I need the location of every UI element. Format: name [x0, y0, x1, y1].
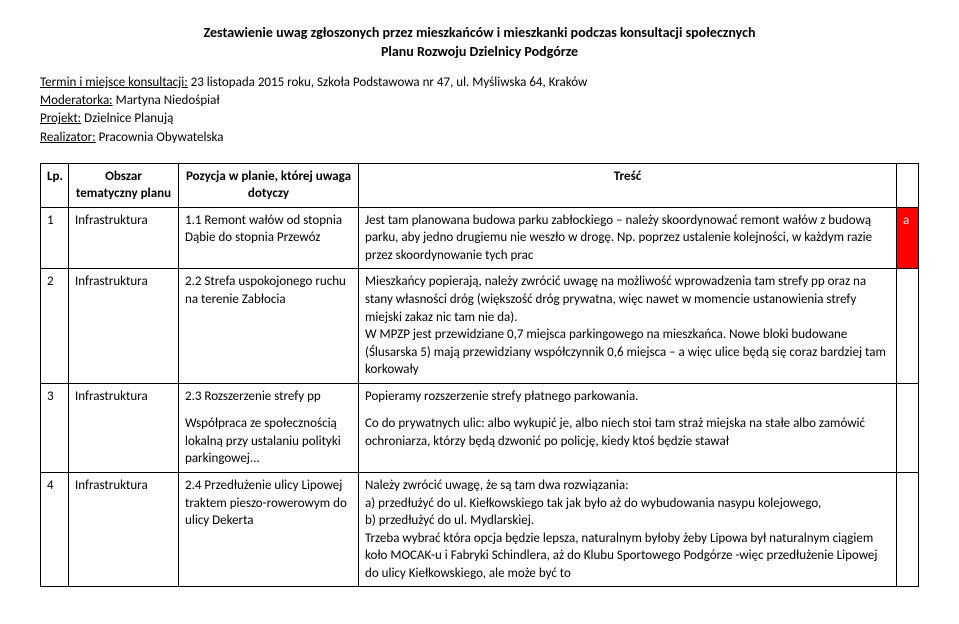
- cell-flag: a: [897, 207, 919, 269]
- col-position: Pozycja w planie, której uwaga dotyczy: [179, 163, 359, 207]
- meta-project-label: Projekt:: [40, 111, 81, 126]
- cell-lp: 3: [41, 383, 69, 472]
- cell-lp: 4: [41, 472, 69, 586]
- table-header-row: Lp. Obszar tematyczny planu Pozycja w pl…: [41, 163, 919, 207]
- col-area: Obszar tematyczny planu: [69, 163, 179, 207]
- table-row: 1Infrastruktura1.1 Remont wałów od stopn…: [41, 207, 919, 269]
- page-subtitle: Planu Rozwoju Dzielnicy Podgórze: [40, 43, 919, 60]
- cell-area: Infrastruktura: [69, 472, 179, 586]
- col-lp: Lp.: [41, 163, 69, 207]
- cell-content-extra: Co do prywatnych ulic: albo wykupić je, …: [365, 415, 890, 450]
- cell-flag: [897, 269, 919, 383]
- table-row: 2Infrastruktura2.2 Strefa uspokojonego r…: [41, 269, 919, 383]
- col-flag: [897, 163, 919, 207]
- cell-content: Jest tam planowana budowa parku zabłocki…: [359, 207, 897, 269]
- remarks-table: Lp. Obszar tematyczny planu Pozycja w pl…: [40, 163, 919, 587]
- meta-moderator-label: Moderatorka:: [40, 93, 113, 108]
- table-row: 4Infrastruktura2.4 Przedłużenie ulicy Li…: [41, 472, 919, 586]
- meta-term-value: 23 listopada 2015 roku, Szkoła Podstawow…: [188, 75, 588, 90]
- cell-position: 2.3 Rozszerzenie strefy ppWspółpraca ze …: [179, 383, 359, 472]
- cell-position: 2.2 Strefa uspokojonego ruchu na terenie…: [179, 269, 359, 383]
- cell-area: Infrastruktura: [69, 383, 179, 472]
- table-row: 3Infrastruktura2.3 Rozszerzenie strefy p…: [41, 383, 919, 472]
- cell-area: Infrastruktura: [69, 269, 179, 383]
- cell-flag: [897, 472, 919, 586]
- cell-position-extra: Współpraca ze społecznością lokalną przy…: [185, 415, 352, 468]
- cell-lp: 1: [41, 207, 69, 269]
- cell-content: Popieramy rozszerzenie strefy płatnego p…: [359, 383, 897, 472]
- meta-project-value: Dzielnice Planują: [81, 111, 173, 126]
- col-content: Treść: [359, 163, 897, 207]
- cell-content: Mieszkańcy popierają, należy zwrócić uwa…: [359, 269, 897, 383]
- cell-content: Należy zwrócić uwagę, że są tam dwa rozw…: [359, 472, 897, 586]
- meta-realizer-value: Pracownia Obywatelska: [96, 130, 224, 145]
- cell-area: Infrastruktura: [69, 207, 179, 269]
- cell-flag: [897, 383, 919, 472]
- cell-position: 2.4 Przedłużenie ulicy Lipowej traktem p…: [179, 472, 359, 586]
- meta-term-label: Termin i miejsce konsultacji:: [40, 75, 188, 90]
- cell-lp: 2: [41, 269, 69, 383]
- page-title: Zestawienie uwag zgłoszonych przez miesz…: [40, 24, 919, 41]
- meta-moderator-value: Martyna Niedośpiał: [113, 93, 220, 108]
- meta-realizer-label: Realizator:: [40, 130, 96, 145]
- meta-block: Termin i miejsce konsultacji: 23 listopa…: [40, 74, 919, 147]
- cell-position: 1.1 Remont wałów od stopnia Dąbie do sto…: [179, 207, 359, 269]
